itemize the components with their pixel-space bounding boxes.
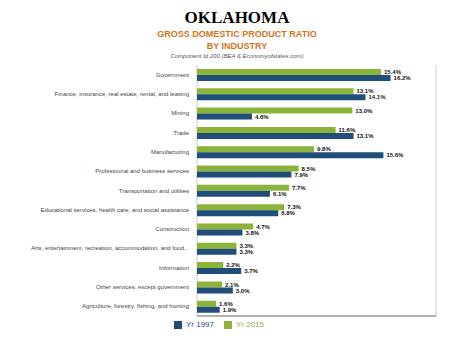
svg-text:15.4%: 15.4%: [384, 69, 401, 76]
svg-text:Professional and business serv: Professional and business services: [95, 168, 189, 174]
html-text:Yr 1997: Yr 1997: [186, 320, 214, 329]
svg-text:3.8%: 3.8%: [245, 230, 259, 236]
html-text:Component Id 200 (BEA & Econom: Component Id 200 (BEA & Economyofstates.…: [170, 53, 304, 59]
svg-text:Manufacturing: Manufacturing: [151, 149, 189, 155]
svg-text:Construction: Construction: [155, 226, 189, 232]
svg-text:7.9%: 7.9%: [294, 172, 308, 178]
svg-text:Government: Government: [156, 72, 189, 78]
html-text:OKLAHOMA: OKLAHOMA: [184, 8, 290, 27]
svg-text:7.7%: 7.7%: [292, 185, 306, 191]
svg-text:15.6%: 15.6%: [386, 152, 404, 158]
html-text:Yr 2015: Yr 2015: [236, 320, 264, 329]
svg-text:4.7%: 4.7%: [256, 223, 270, 230]
svg-text:Arts, entertainment, recreatio: Arts, entertainment, recreation, accommo…: [31, 245, 189, 251]
svg-text:Other services, except governm: Other services, except government: [96, 284, 189, 290]
svg-text:1.6%: 1.6%: [219, 300, 233, 307]
svg-text:Agriculture, forestry, fishing: Agriculture, forestry, fishing, and hunt…: [82, 303, 189, 309]
html-text:BY INDUSTRY: BY INDUSTRY: [206, 41, 268, 51]
svg-text:6.8%: 6.8%: [281, 210, 295, 216]
svg-text:14.1%: 14.1%: [368, 94, 386, 100]
svg-text:2.1%: 2.1%: [225, 281, 239, 288]
svg-text:Information: Information: [159, 265, 189, 271]
svg-text:11.6%: 11.6%: [339, 127, 356, 133]
svg-text:9.8%: 9.8%: [317, 146, 331, 152]
svg-text:1.9%: 1.9%: [223, 307, 237, 313]
html-text:GROSS DOMESTIC PRODUCT RATIO: GROSS DOMESTIC PRODUCT RATIO: [157, 29, 317, 39]
svg-text:Trade: Trade: [174, 130, 190, 136]
svg-text:Finance, insurance, real estat: Finance, insurance, real estate, rental,…: [55, 91, 189, 97]
svg-text:3.0%: 3.0%: [236, 288, 250, 294]
svg-text:16.2%: 16.2%: [394, 75, 412, 81]
svg-text:3.3%: 3.3%: [239, 249, 253, 255]
svg-text:13.0%: 13.0%: [355, 108, 373, 114]
svg-text:4.6%: 4.6%: [255, 114, 269, 120]
svg-text:8.5%: 8.5%: [301, 165, 316, 172]
svg-text:3.7%: 3.7%: [244, 268, 258, 274]
svg-text:Educational services, health c: Educational services, health care, and s…: [41, 207, 190, 213]
svg-text:2.2%: 2.2%: [226, 262, 240, 268]
svg-text:Mining: Mining: [171, 110, 189, 116]
svg-text:13.1%: 13.1%: [356, 88, 374, 95]
svg-text:3.3%: 3.3%: [239, 242, 254, 249]
svg-text:7.3%: 7.3%: [287, 204, 301, 211]
svg-text:Transportation and utilities: Transportation and utilities: [119, 188, 189, 194]
svg-text:13.1%: 13.1%: [357, 133, 375, 139]
svg-text:6.1%: 6.1%: [273, 191, 287, 197]
